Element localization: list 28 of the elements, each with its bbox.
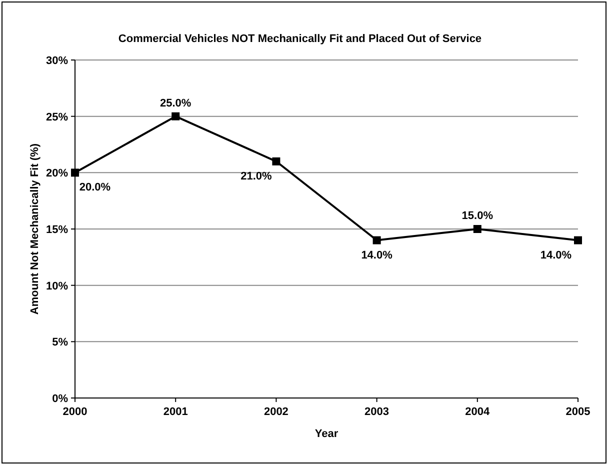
y-tick-label: 25% <box>46 111 68 124</box>
data-label: 14.0% <box>540 249 572 262</box>
point <box>71 168 79 177</box>
point <box>574 236 582 244</box>
y-tick-label: 0% <box>52 393 68 405</box>
y-axis-title: Amount Not Mechanically Fit (%) <box>29 143 41 315</box>
x-tick-label: 2002 <box>264 406 288 418</box>
x-tick-label: 2004 <box>465 406 491 418</box>
data-label: 20.0% <box>79 182 111 194</box>
y-tick-label: 30% <box>46 55 68 67</box>
point <box>272 157 280 166</box>
data-label: 25.0% <box>160 97 192 110</box>
y-tick-label: 5% <box>52 336 68 349</box>
y-tick-label: 20% <box>46 168 68 180</box>
data-label: 14.0% <box>361 249 393 262</box>
x-tick-label: 2000 <box>62 406 88 418</box>
x-tick-label: 2001 <box>163 406 188 418</box>
x-tick-label: 2005 <box>566 406 590 418</box>
point <box>372 236 381 244</box>
x-axis-title: Year <box>314 428 339 440</box>
y-tick-label: 15% <box>46 224 68 236</box>
chart-title: Commercial Vehicles NOT Mechanically Fit and Placed Out of Service <box>118 33 482 45</box>
y-tick-label: 10% <box>46 280 68 292</box>
data-label: 15.0% <box>462 210 494 222</box>
point <box>172 112 180 120</box>
x-tick-label: 2003 <box>364 406 390 418</box>
data-label: 21.0% <box>240 170 272 182</box>
point <box>473 225 482 233</box>
